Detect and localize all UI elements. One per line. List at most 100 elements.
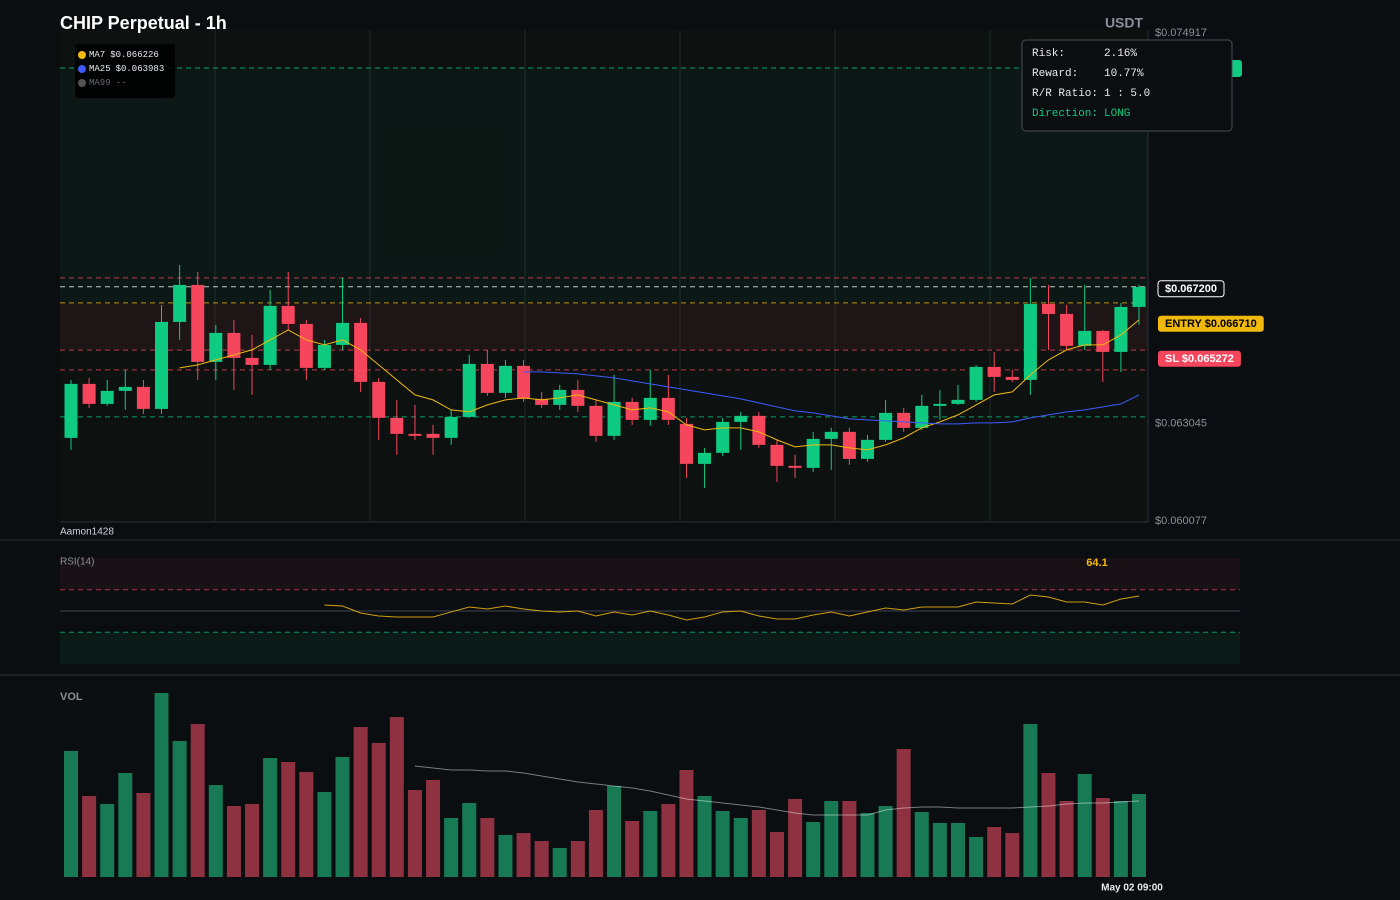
volume-bar: [625, 821, 640, 877]
candle-body: [535, 398, 549, 405]
volume-bar: [1005, 833, 1020, 877]
candle-body: [770, 444, 784, 466]
price-level-label: $0.067200: [1165, 283, 1217, 295]
volume-bar: [516, 833, 531, 877]
volume-bar: [588, 810, 603, 877]
candle-body: [661, 397, 675, 420]
volume-bar: [878, 806, 893, 877]
price-level-tag: $0.067200: [1157, 280, 1225, 298]
volume-ma-line: [414, 765, 1140, 816]
volume-bar: [661, 804, 676, 877]
panel-title: RSI(14): [60, 557, 94, 568]
volume-bar: [534, 841, 549, 877]
moving-average-line: [523, 371, 1140, 425]
volume-bar: [806, 822, 821, 877]
candle-body: [480, 363, 494, 393]
candle-body: [842, 431, 856, 459]
risk-label: Reward:: [1032, 68, 1078, 80]
currency-label: USDT: [1105, 15, 1144, 31]
candle-body: [336, 322, 350, 345]
overbought-zone: [60, 558, 1240, 590]
plot-area: [60, 30, 1148, 522]
candle-body: [589, 405, 603, 436]
volume-bar: [1041, 773, 1056, 877]
candle-body: [82, 383, 96, 404]
candle-body: [299, 323, 313, 368]
legend-swatch: [78, 79, 86, 87]
volume-bar: [1095, 798, 1110, 877]
candle-body: [915, 405, 929, 428]
risk-label: Risk:: [1032, 48, 1065, 60]
volume-bar: [1077, 774, 1092, 877]
legend-value: $0.063983: [116, 64, 165, 74]
candle-body: [444, 416, 458, 438]
candle-body: [734, 415, 748, 422]
volume-bar: [570, 841, 585, 877]
legend-box: [75, 44, 175, 98]
volume-bar: [245, 804, 260, 877]
candle-body: [969, 366, 983, 400]
volume-bar: [118, 773, 133, 877]
candle-body: [173, 284, 187, 322]
risk-value: LONG: [1104, 108, 1130, 120]
candle-body: [227, 332, 241, 358]
candle-body: [1005, 376, 1019, 380]
volume-bar: [824, 801, 839, 877]
moving-average-line: [179, 319, 1140, 451]
candle-body: [64, 383, 78, 438]
volume-bar: [733, 818, 748, 877]
volume-bar: [914, 812, 929, 877]
candle-body: [191, 284, 205, 362]
candle-body: [408, 433, 422, 436]
risk-label: Direction:: [1032, 108, 1098, 120]
candle-body: [1096, 330, 1110, 352]
volume-bar: [697, 796, 712, 877]
volume-bar: [190, 724, 205, 877]
risk-value: 1 : 5.0: [1104, 88, 1150, 100]
legend-entry: MA99 --: [89, 78, 126, 88]
volume-bar: [969, 837, 984, 877]
candle-body: [788, 465, 802, 468]
volume-bar: [299, 772, 314, 877]
volume-bar: [136, 793, 151, 877]
volume-bar: [715, 811, 730, 877]
legend-name: MA7: [89, 50, 105, 60]
price-level-label: ENTRY $0.066710: [1165, 318, 1257, 330]
candle-body: [372, 381, 386, 418]
candle-body: [806, 438, 820, 468]
volume-bar: [643, 811, 658, 877]
volume-bar: [426, 780, 441, 877]
volume-bar: [896, 749, 911, 877]
risk-box: [1021, 39, 1233, 132]
volume-bar: [64, 751, 78, 877]
candle-body: [426, 433, 440, 438]
candle-body: [933, 403, 947, 406]
risk-value: 2.16%: [1104, 48, 1137, 60]
legend-name: MA25: [89, 64, 111, 74]
legend-entry: MA7 $0.066226: [89, 50, 159, 60]
price-level-tag: SL $0.065272: [1158, 350, 1241, 367]
candle-body: [354, 322, 368, 382]
volume-bar: [371, 743, 386, 877]
volume-bar: [208, 785, 223, 877]
volume-bar: [335, 757, 350, 877]
volume-bar: [444, 818, 459, 877]
candle-body: [625, 401, 639, 420]
volume-bar: [1132, 794, 1146, 877]
volume-bar: [172, 741, 187, 877]
oversold-zone: [60, 632, 1240, 664]
price-level-tag-box: [1158, 350, 1241, 367]
watermark: Aamon1428: [60, 527, 114, 538]
volume-bar: [950, 823, 965, 877]
volume-bar: [1059, 801, 1074, 877]
legend-value: --: [116, 78, 127, 88]
legend: MA7 $0.066226 MA25 $0.063983 MA99 --: [75, 44, 175, 98]
rsi-line: [324, 594, 1140, 621]
volume-bar: [100, 804, 115, 877]
volume-bar: [860, 813, 875, 877]
legend-name: MA99: [89, 78, 111, 88]
candle-body: [879, 412, 893, 440]
candle-body: [317, 344, 331, 368]
volume-bar: [842, 801, 857, 877]
